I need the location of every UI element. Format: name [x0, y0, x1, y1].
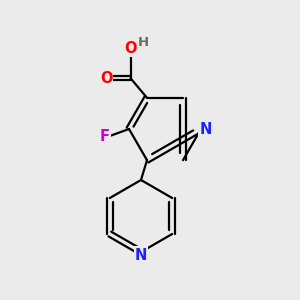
Text: N: N [199, 122, 212, 136]
Text: F: F [100, 129, 110, 144]
Text: H: H [138, 36, 149, 49]
Text: O: O [124, 41, 137, 56]
Text: N: N [135, 248, 147, 262]
Text: O: O [100, 71, 112, 86]
